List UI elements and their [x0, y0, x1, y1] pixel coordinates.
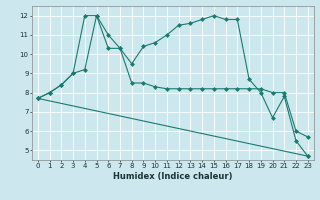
X-axis label: Humidex (Indice chaleur): Humidex (Indice chaleur) — [113, 172, 233, 181]
